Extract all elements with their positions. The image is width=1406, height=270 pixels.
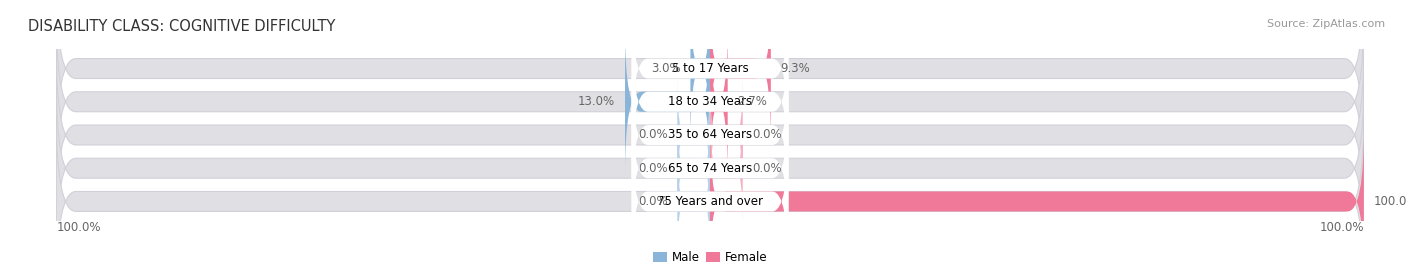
Text: Source: ZipAtlas.com: Source: ZipAtlas.com xyxy=(1267,19,1385,29)
FancyBboxPatch shape xyxy=(631,29,789,175)
FancyBboxPatch shape xyxy=(631,0,789,142)
FancyBboxPatch shape xyxy=(56,12,1364,191)
FancyBboxPatch shape xyxy=(56,45,1364,225)
FancyBboxPatch shape xyxy=(690,0,710,142)
Text: 0.0%: 0.0% xyxy=(638,129,668,141)
Text: 9.3%: 9.3% xyxy=(780,62,810,75)
Text: 3.0%: 3.0% xyxy=(651,62,681,75)
Text: 0.0%: 0.0% xyxy=(752,129,782,141)
FancyBboxPatch shape xyxy=(678,145,710,258)
FancyBboxPatch shape xyxy=(678,79,710,191)
Text: DISABILITY CLASS: COGNITIVE DIFFICULTY: DISABILITY CLASS: COGNITIVE DIFFICULTY xyxy=(28,19,336,34)
FancyBboxPatch shape xyxy=(631,128,789,270)
FancyBboxPatch shape xyxy=(631,62,789,208)
FancyBboxPatch shape xyxy=(626,29,710,175)
FancyBboxPatch shape xyxy=(56,79,1364,258)
Text: 100.0%: 100.0% xyxy=(1319,221,1364,234)
Text: 75 Years and over: 75 Years and over xyxy=(657,195,763,208)
Text: 35 to 64 Years: 35 to 64 Years xyxy=(668,129,752,141)
Text: 2.7%: 2.7% xyxy=(738,95,768,108)
FancyBboxPatch shape xyxy=(710,128,1364,270)
FancyBboxPatch shape xyxy=(631,95,789,241)
Text: 0.0%: 0.0% xyxy=(638,195,668,208)
Text: 100.0%: 100.0% xyxy=(1374,195,1406,208)
FancyBboxPatch shape xyxy=(710,112,742,225)
FancyBboxPatch shape xyxy=(56,112,1364,270)
FancyBboxPatch shape xyxy=(710,0,770,142)
FancyBboxPatch shape xyxy=(710,29,728,175)
Text: 13.0%: 13.0% xyxy=(578,95,616,108)
Text: 0.0%: 0.0% xyxy=(752,162,782,175)
FancyBboxPatch shape xyxy=(56,0,1364,158)
Legend: Male, Female: Male, Female xyxy=(652,251,768,264)
Text: 18 to 34 Years: 18 to 34 Years xyxy=(668,95,752,108)
Text: 5 to 17 Years: 5 to 17 Years xyxy=(672,62,748,75)
Text: 65 to 74 Years: 65 to 74 Years xyxy=(668,162,752,175)
FancyBboxPatch shape xyxy=(678,112,710,225)
Text: 0.0%: 0.0% xyxy=(638,162,668,175)
Text: 100.0%: 100.0% xyxy=(56,221,101,234)
FancyBboxPatch shape xyxy=(710,79,742,191)
